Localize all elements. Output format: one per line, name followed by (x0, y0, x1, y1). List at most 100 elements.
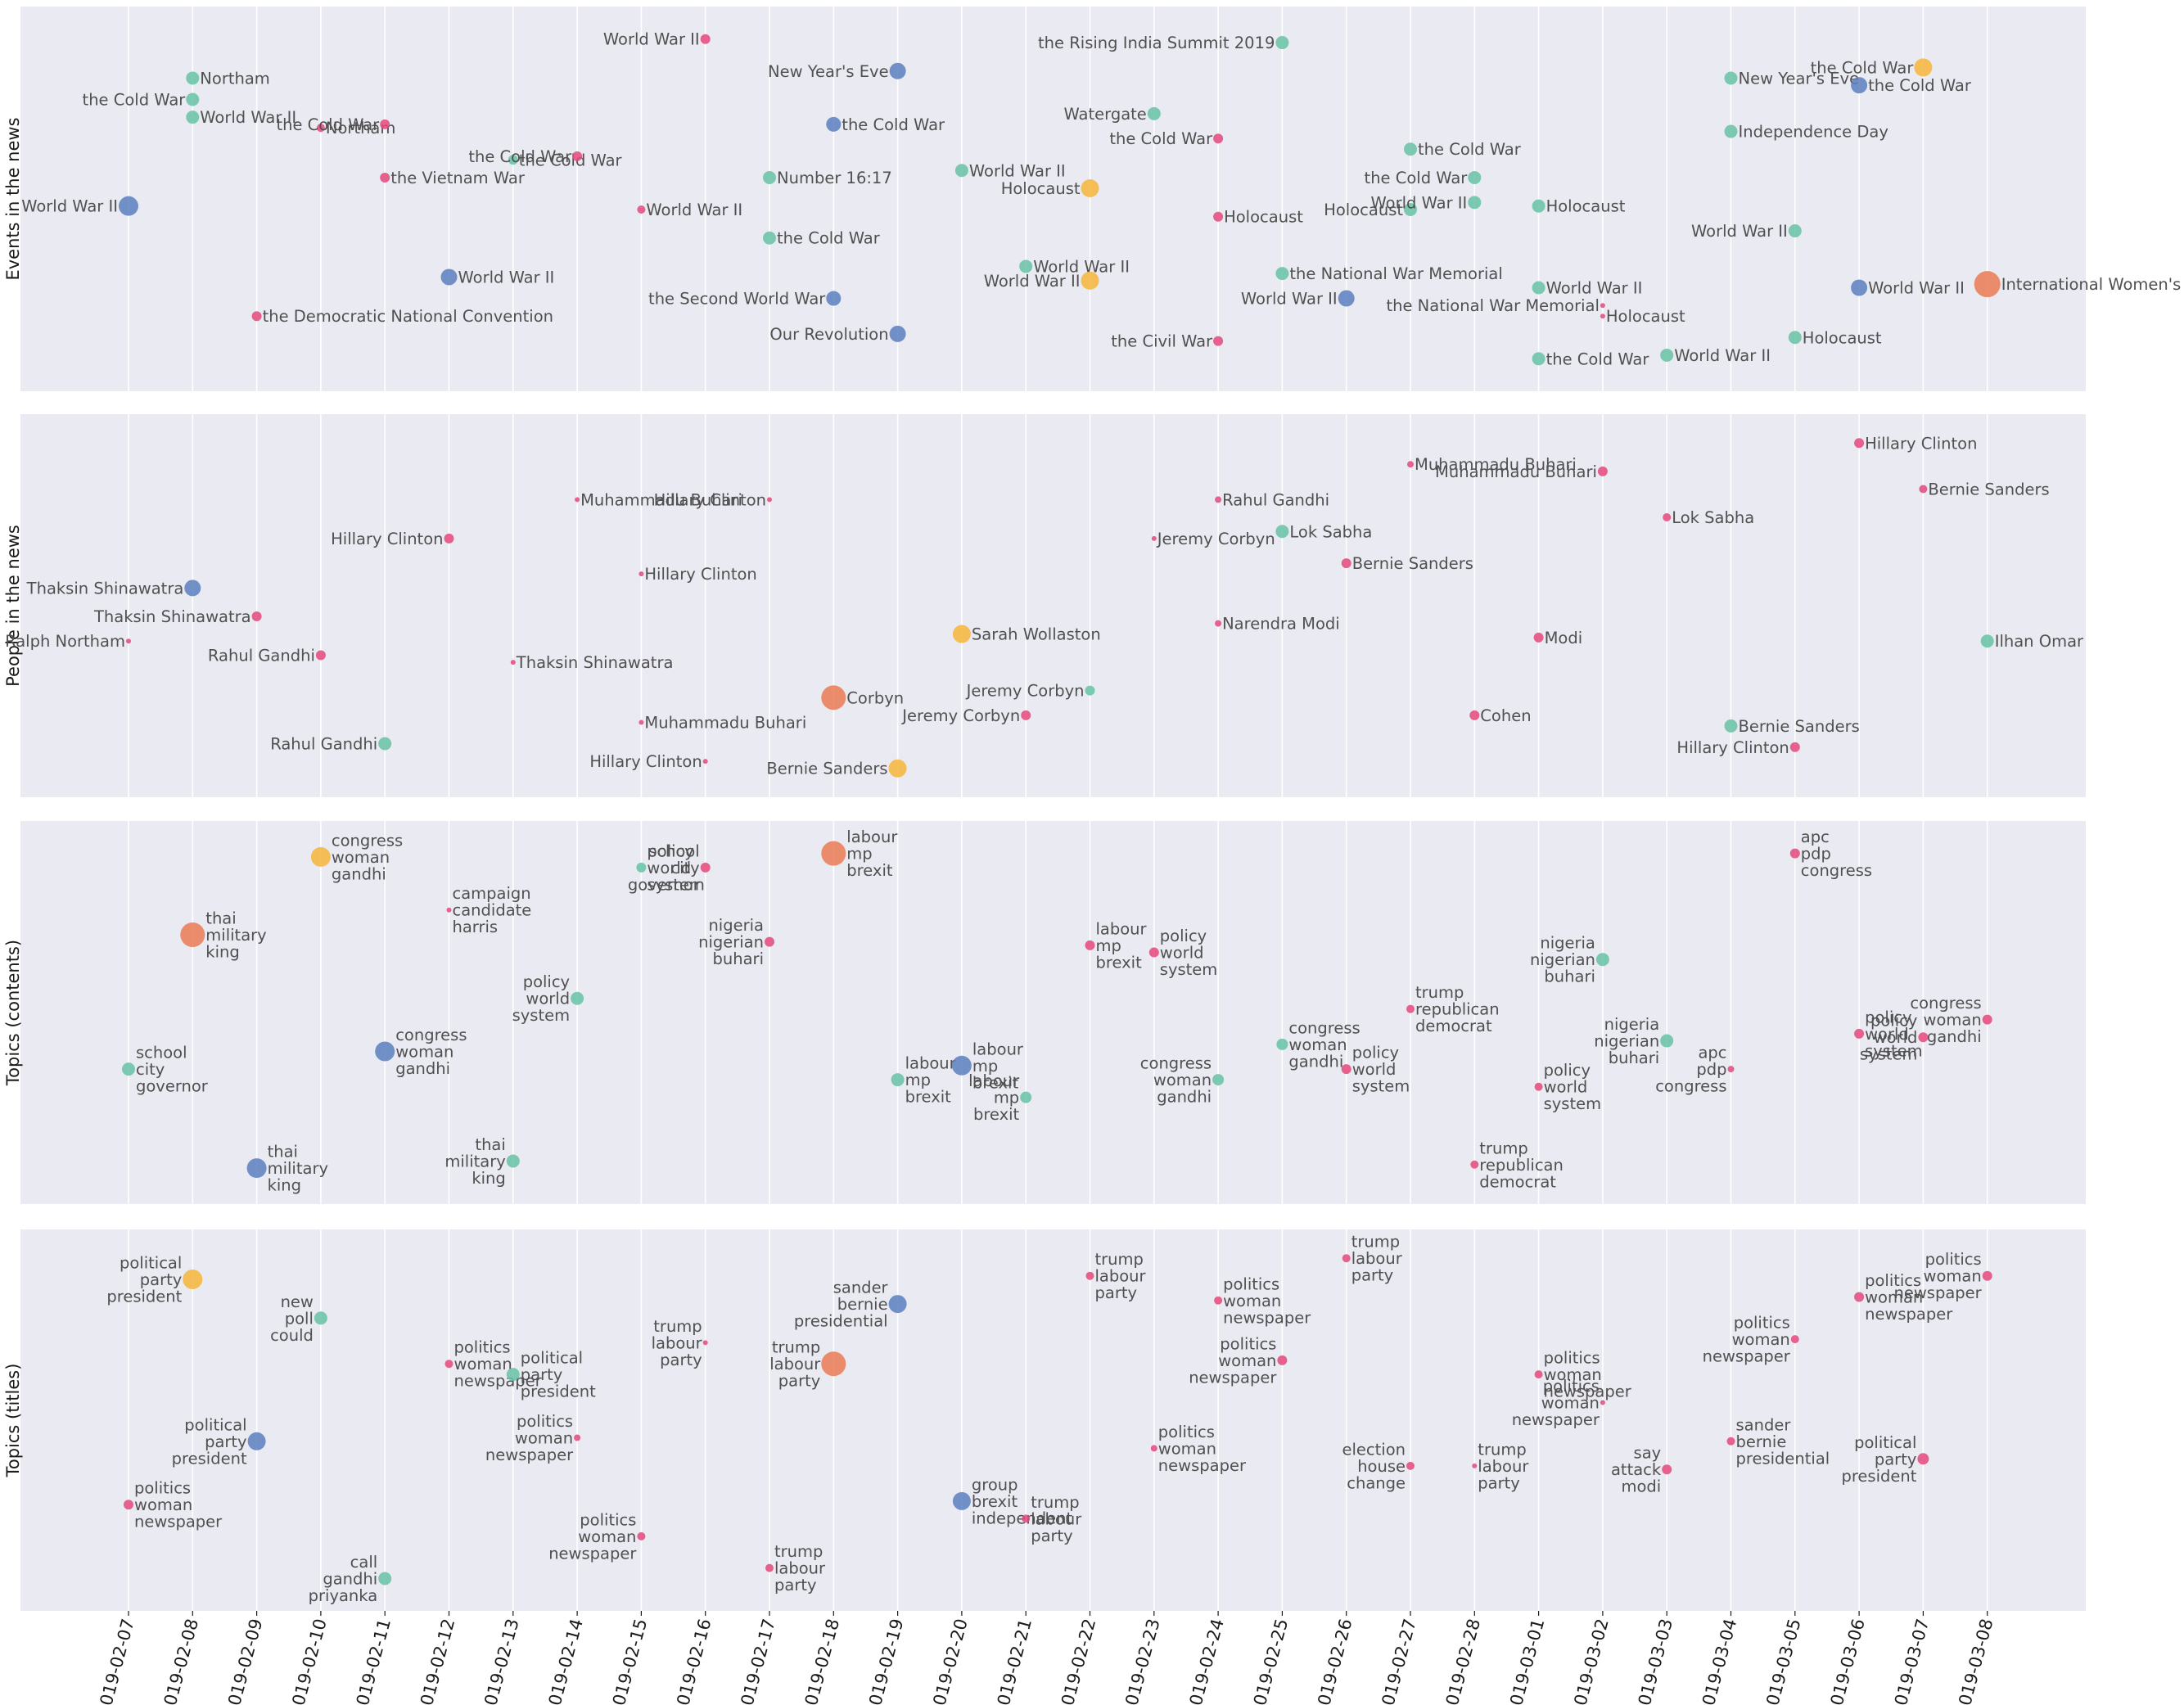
point-label: Bernie Sanders (1352, 554, 1473, 573)
panel-background (20, 821, 2086, 1204)
data-point (1275, 525, 1289, 539)
x-tick-label: 2019-03-01 (1504, 1617, 1549, 1705)
point-label: the Vietnam War (390, 169, 526, 187)
point-label: politics woman newspaper (1158, 1423, 1247, 1475)
point-label: Muhammadu Buhari (644, 714, 806, 733)
point-label: politics woman newspaper (1223, 1274, 1311, 1327)
x-tick-label: 2019-02-11 (350, 1617, 395, 1705)
data-point (1085, 940, 1095, 950)
point-label: congress woman gandhi (1288, 1018, 1360, 1071)
point-label: Our Revolution (769, 325, 888, 344)
data-point (765, 936, 774, 947)
data-point (1600, 1400, 1605, 1405)
point-label: Northam (326, 119, 395, 138)
point-label: World War II (1371, 193, 1468, 212)
point-label: Thaksin Shinawatra (93, 607, 251, 626)
panel-background (20, 7, 2086, 391)
data-point (186, 71, 200, 85)
point-label: thai military king (444, 1135, 505, 1188)
point-label: the Cold War (842, 115, 945, 134)
point-label: Holocaust (1546, 197, 1626, 216)
data-point (702, 759, 708, 765)
data-point (571, 991, 584, 1005)
point-label: politics woman newspaper (485, 1412, 574, 1464)
point-label: Hillary Clinton (654, 490, 766, 509)
point-label: Hillary Clinton (1865, 434, 1977, 453)
point-label: apc pdp congress (1655, 1044, 1726, 1096)
x-tick-label: 2019-02-15 (606, 1617, 651, 1705)
point-label: trump republican democrat (1415, 983, 1500, 1035)
point-label: Bernie Sanders (766, 760, 887, 778)
point-label: school city governor (628, 841, 701, 894)
point-label: the National War Memorial (1289, 264, 1502, 283)
point-label: Holocaust (1001, 179, 1081, 198)
point-label: Rahul Gandhi (1222, 490, 1329, 509)
point-label: nigeria nigerian buhari (698, 916, 764, 968)
point-label: Jeremy Corbyn (965, 682, 1085, 701)
data-point (1277, 1355, 1288, 1365)
data-point (380, 172, 390, 183)
x-tick-label: 2019-03-02 (1568, 1617, 1613, 1705)
x-tick-label: 2019-03-03 (1631, 1617, 1676, 1705)
point-label: policy world system (1860, 1012, 1918, 1064)
x-tick-label: 2019-02-22 (1055, 1617, 1100, 1705)
data-point (1276, 1038, 1288, 1050)
point-label: policy world system (512, 972, 571, 1025)
point-label: congress woman gandhi (1910, 994, 1981, 1046)
point-label: Narendra Modi (1222, 615, 1340, 634)
x-axis: 2019-02-07 2019-02-08 2019-02-09 2019-02-10… (93, 1611, 1997, 1705)
data-point (765, 1563, 774, 1572)
data-point (1020, 1091, 1032, 1103)
data-point (1213, 133, 1224, 144)
point-label: political party president (521, 1349, 596, 1401)
data-point (1085, 1271, 1094, 1280)
data-point (1532, 352, 1545, 366)
data-point (1212, 1074, 1225, 1086)
data-point (1534, 1082, 1543, 1091)
data-point (180, 922, 205, 947)
x-tick-label: 2019-02-18 (798, 1617, 843, 1705)
point-label: trump labour party (1478, 1440, 1529, 1492)
data-point (1407, 461, 1414, 468)
data-point (1600, 313, 1605, 319)
data-point (639, 719, 644, 725)
point-label: nigeria nigerian buhari (1594, 1015, 1659, 1067)
point-label: Bernie Sanders (1928, 480, 2049, 498)
data-point (1533, 632, 1544, 643)
data-point (1854, 1028, 1865, 1039)
point-label: the Rising India Summit 2019 (1038, 34, 1275, 52)
point-label: World War II (21, 197, 118, 216)
point-label: politics woman newspaper (1703, 1314, 1791, 1366)
x-tick-label: 2019-02-09 (222, 1617, 267, 1705)
point-label: Muhammadu Buhari (1415, 455, 1577, 474)
y-axis-label: Events in the news (3, 117, 23, 280)
data-point (700, 34, 711, 44)
data-point (888, 1295, 907, 1314)
data-point (1404, 203, 1417, 217)
data-point (1275, 36, 1289, 50)
data-point (1919, 485, 1928, 494)
data-point (508, 155, 518, 165)
point-label: policy world system (1544, 1061, 1602, 1113)
point-label: Sarah Wollaston (972, 625, 1101, 644)
x-tick-label: 2019-03-05 (1760, 1617, 1805, 1705)
point-label: political party president (172, 1415, 247, 1468)
x-tick-label: 2019-02-20 (927, 1617, 972, 1705)
data-point (767, 497, 772, 503)
data-point (247, 1432, 266, 1450)
point-label: politics woman newspaper (134, 1479, 223, 1531)
point-label: the Cold War (1811, 58, 1915, 77)
point-label: Number 16:17 (777, 169, 892, 187)
point-label: new poll could (270, 1292, 314, 1345)
point-label: labour mp brexit (1096, 919, 1148, 972)
x-tick-label: 2019-02-14 (542, 1617, 587, 1705)
point-label: Hillary Clinton (644, 565, 756, 584)
data-point (954, 164, 968, 178)
point-label: nigeria nigerian buhari (1530, 934, 1595, 986)
point-label: Thaksin Shinawatra (516, 653, 674, 672)
data-point (1982, 1270, 1992, 1281)
point-label: Holocaust (1803, 328, 1882, 347)
data-point (506, 1154, 520, 1168)
data-point (1472, 1463, 1478, 1468)
data-point (1789, 742, 1800, 752)
